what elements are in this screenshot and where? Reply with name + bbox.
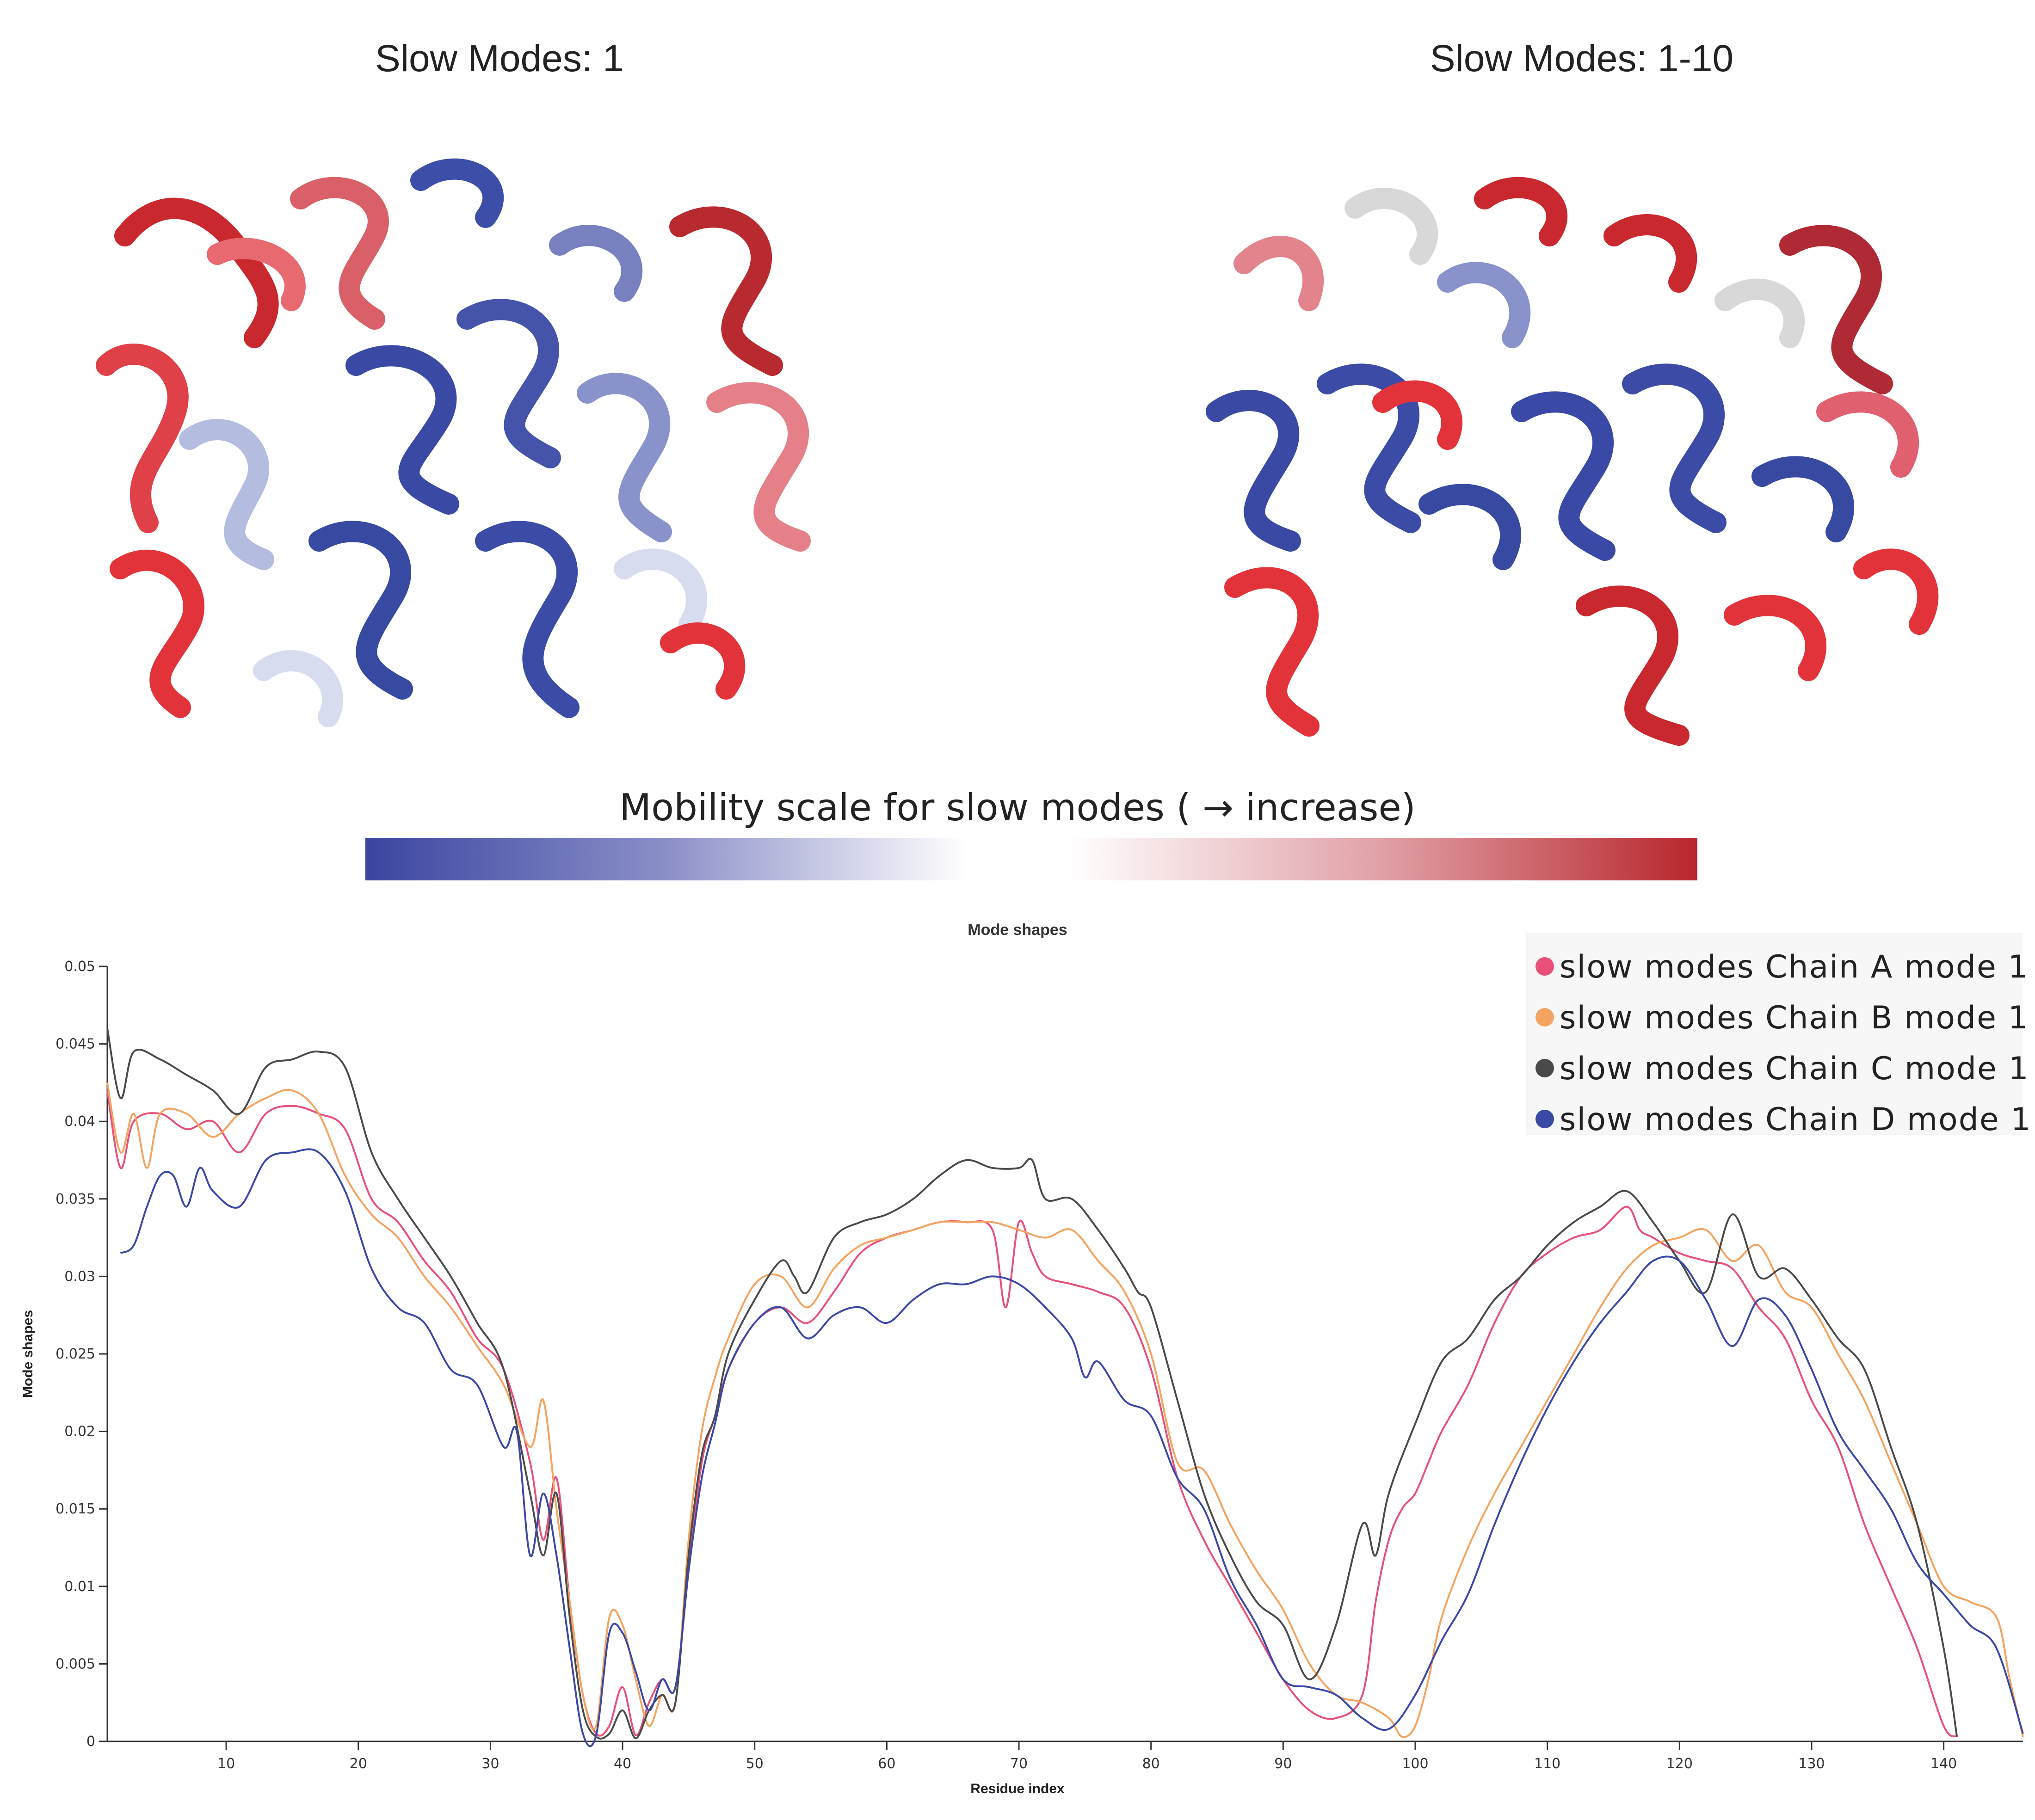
- x-tick-label: 20: [350, 1756, 367, 1772]
- x-tick-label: 100: [1402, 1756, 1428, 1772]
- y-axis-title: Mode shapes: [20, 1310, 36, 1398]
- legend-label: slow modes Chain C mode 1: [1560, 1051, 2029, 1087]
- mode-shapes-chart: Mode shapes 0 0.005 0.01 0.015 0.02 0.025 0.03…: [20, 921, 2032, 1796]
- chart-legend: slow modes Chain A mode 1 slow modes Chai…: [1526, 933, 2032, 1138]
- y-tick-label: 0.025: [56, 1346, 95, 1362]
- y-tick-label: 0.005: [56, 1656, 95, 1672]
- x-tick-label: 80: [1142, 1756, 1160, 1772]
- y-tick-label: 0.015: [56, 1501, 95, 1517]
- x-tick-label: 90: [1274, 1756, 1292, 1772]
- x-tick-label: 60: [878, 1756, 895, 1772]
- x-tick-label: 120: [1666, 1756, 1693, 1772]
- legend-label: slow modes Chain B mode 1: [1560, 1000, 2029, 1036]
- chart-series: [106, 1028, 2024, 1747]
- y-axis-ticks: 0 0.005 0.01 0.015 0.02 0.025 0.03 0.035 0.04 0.0…: [56, 959, 107, 1750]
- y-tick-label: 0.05: [64, 959, 95, 975]
- panel-title-slow-mode-1: Slow Modes: 1: [375, 37, 624, 80]
- mobility-color-scale-bar: [365, 838, 1697, 880]
- x-tick-label: 70: [1010, 1756, 1028, 1772]
- x-axis-title: Residue index: [970, 1781, 1065, 1796]
- ribbon-cartoon-left: [96, 158, 811, 727]
- y-tick-label: 0.045: [56, 1036, 95, 1052]
- mobility-scale-low-segment: [365, 838, 967, 880]
- y-tick-label: 0.04: [64, 1113, 95, 1130]
- y-tick-label: 0.02: [64, 1424, 95, 1440]
- legend-marker: [1536, 1008, 1554, 1027]
- x-tick-label: 40: [614, 1756, 631, 1772]
- series-line-chain-c: [106, 1028, 1958, 1740]
- x-tick-label: 30: [481, 1756, 499, 1772]
- legend-label: slow modes Chain D mode 1: [1560, 1101, 2032, 1138]
- x-tick-label: 50: [746, 1756, 764, 1772]
- x-tick-label: 140: [1930, 1756, 1957, 1772]
- x-axis-ticks: 10 20 30 40 50 60 70 80 90 100 110 120 130 140: [217, 1741, 1957, 1772]
- legend-label: slow modes Chain A mode 1: [1560, 949, 2029, 985]
- protein-structure-slow-mode-1: [96, 158, 811, 727]
- chart-title: Mode shapes: [968, 921, 1067, 939]
- mobility-scale-title: Mobility scale for slow modes ( → increa…: [619, 786, 1416, 829]
- ribbon-cartoon-right: [1206, 177, 1939, 746]
- series-line-chain-d: [120, 1148, 2024, 1747]
- legend-marker: [1536, 957, 1554, 976]
- series-line-chain-b: [106, 1082, 2024, 1738]
- x-tick-label: 130: [1798, 1756, 1825, 1772]
- y-tick-label: 0.035: [56, 1191, 95, 1207]
- legend-marker: [1536, 1110, 1554, 1128]
- panel-title-slow-modes-1-10: Slow Modes: 1-10: [1430, 37, 1734, 80]
- mobility-scale-high-segment: [1068, 838, 1697, 880]
- y-tick-label: 0.03: [64, 1268, 95, 1285]
- y-tick-label: 0: [86, 1734, 95, 1750]
- legend-background: [1526, 933, 2023, 1135]
- protein-structure-slow-modes-1-10: [1206, 177, 1939, 746]
- legend-marker: [1536, 1059, 1554, 1077]
- series-line-chain-a: [106, 1090, 1958, 1738]
- x-tick-label: 10: [217, 1756, 235, 1772]
- x-tick-label: 110: [1534, 1756, 1560, 1772]
- y-tick-label: 0.01: [64, 1579, 95, 1595]
